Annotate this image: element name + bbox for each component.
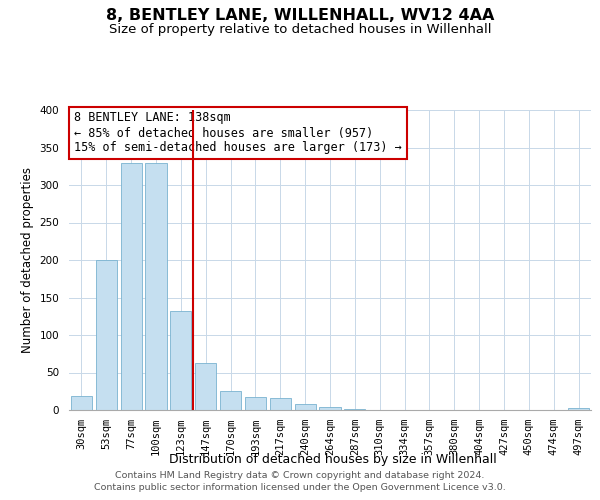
Bar <box>121 162 142 410</box>
Bar <box>344 409 365 410</box>
Text: Contains HM Land Registry data © Crown copyright and database right 2024.
Contai: Contains HM Land Registry data © Crown c… <box>94 471 506 492</box>
Bar <box>319 407 341 410</box>
Y-axis label: Number of detached properties: Number of detached properties <box>21 167 34 353</box>
Text: 8 BENTLEY LANE: 138sqm
← 85% of detached houses are smaller (957)
15% of semi-de: 8 BENTLEY LANE: 138sqm ← 85% of detached… <box>74 112 402 154</box>
Bar <box>170 311 191 410</box>
Text: 8, BENTLEY LANE, WILLENHALL, WV12 4AA: 8, BENTLEY LANE, WILLENHALL, WV12 4AA <box>106 8 494 22</box>
Bar <box>195 363 216 410</box>
Bar <box>245 397 266 410</box>
Bar <box>568 408 589 410</box>
Bar <box>270 398 291 410</box>
Bar <box>145 162 167 410</box>
Bar <box>295 404 316 410</box>
Bar <box>220 390 241 410</box>
Text: Size of property relative to detached houses in Willenhall: Size of property relative to detached ho… <box>109 22 491 36</box>
Bar <box>96 260 117 410</box>
Text: Distribution of detached houses by size in Willenhall: Distribution of detached houses by size … <box>169 452 497 466</box>
Bar <box>71 396 92 410</box>
